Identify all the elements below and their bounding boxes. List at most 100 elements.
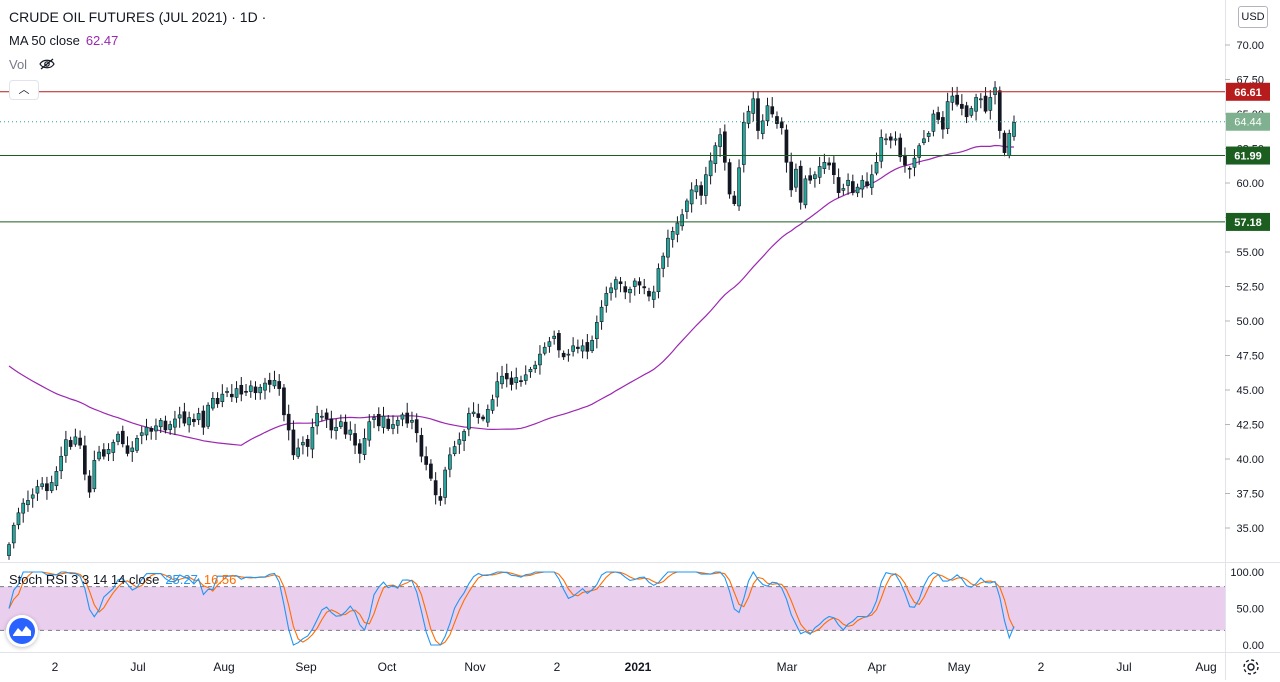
- candle[interactable]: [794, 168, 798, 188]
- symbol-title[interactable]: CRUDE OIL FUTURES (JUL 2021) · 1D ·: [9, 9, 266, 25]
- candle[interactable]: [817, 166, 822, 178]
- candle[interactable]: [310, 426, 315, 450]
- candle[interactable]: [746, 110, 751, 124]
- candle[interactable]: [855, 186, 860, 194]
- candle[interactable]: [59, 455, 63, 472]
- candle[interactable]: [594, 322, 599, 340]
- candle[interactable]: [960, 103, 964, 109]
- candle[interactable]: [101, 449, 106, 457]
- candle[interactable]: [7, 544, 11, 556]
- candle[interactable]: [277, 381, 282, 389]
- candle[interactable]: [647, 290, 651, 297]
- candle[interactable]: [898, 137, 903, 158]
- candle[interactable]: [125, 445, 130, 454]
- candle[interactable]: [490, 399, 495, 411]
- candle[interactable]: [874, 162, 879, 174]
- candle[interactable]: [419, 435, 424, 457]
- candle[interactable]: [552, 335, 557, 339]
- candle[interactable]: [751, 98, 756, 114]
- candle[interactable]: [211, 397, 215, 409]
- level-price-badge[interactable]: [1226, 212, 1270, 231]
- candle[interactable]: [395, 420, 400, 426]
- candle[interactable]: [177, 414, 182, 419]
- candle[interactable]: [92, 460, 97, 490]
- candle[interactable]: [410, 420, 414, 423]
- candle[interactable]: [808, 175, 812, 181]
- stoch-rsi-pane[interactable]: 100.00 50.00 0.00: [0, 567, 1264, 652]
- candle[interactable]: [485, 409, 490, 423]
- candle[interactable]: [708, 160, 713, 177]
- candle[interactable]: [917, 145, 922, 158]
- candle[interactable]: [756, 98, 760, 131]
- candle[interactable]: [585, 342, 590, 352]
- candle[interactable]: [547, 341, 552, 347]
- candle[interactable]: [83, 445, 87, 475]
- candle[interactable]: [974, 97, 978, 112]
- candle[interactable]: [789, 161, 794, 191]
- candle[interactable]: [699, 185, 703, 196]
- candle[interactable]: [168, 424, 173, 430]
- candle[interactable]: [414, 419, 419, 434]
- candle[interactable]: [244, 391, 248, 393]
- candle[interactable]: [988, 97, 993, 111]
- candle[interactable]: [348, 429, 353, 435]
- candle[interactable]: [476, 413, 481, 418]
- horizontal-levels[interactable]: 66.61 61.99 57.18 64.44: [0, 82, 1270, 231]
- candle[interactable]: [604, 293, 609, 306]
- candle[interactable]: [338, 421, 343, 427]
- candle[interactable]: [580, 345, 585, 352]
- candle[interactable]: [334, 426, 338, 432]
- candle[interactable]: [860, 179, 865, 190]
- candle[interactable]: [315, 413, 319, 427]
- candle[interactable]: [192, 418, 196, 423]
- candle[interactable]: [282, 387, 286, 416]
- candle[interactable]: [163, 420, 168, 431]
- candle[interactable]: [827, 162, 831, 166]
- collapse-legend-button[interactable]: ︿: [9, 80, 39, 100]
- candle[interactable]: [599, 306, 604, 322]
- vol-legend[interactable]: Vol: [9, 57, 55, 74]
- candle[interactable]: [206, 404, 210, 427]
- candle[interactable]: [590, 340, 594, 352]
- candle[interactable]: [865, 181, 869, 187]
- candle[interactable]: [637, 281, 642, 286]
- candle[interactable]: [225, 391, 229, 393]
- candle[interactable]: [571, 345, 575, 352]
- candle[interactable]: [97, 451, 101, 460]
- candle[interactable]: [376, 413, 381, 427]
- candle[interactable]: [154, 425, 158, 432]
- candle[interactable]: [661, 255, 666, 269]
- candle[interactable]: [438, 496, 443, 501]
- candle[interactable]: [561, 352, 566, 358]
- candle[interactable]: [675, 222, 680, 235]
- candle[interactable]: [779, 121, 784, 129]
- candle[interactable]: [424, 456, 429, 465]
- candle[interactable]: [666, 237, 670, 258]
- candle[interactable]: [964, 105, 969, 118]
- candle[interactable]: [770, 106, 775, 115]
- candle[interactable]: [926, 133, 931, 137]
- candle[interactable]: [386, 418, 391, 429]
- candle[interactable]: [656, 268, 661, 292]
- candle[interactable]: [997, 90, 1002, 131]
- candle[interactable]: [286, 413, 291, 431]
- candle[interactable]: [139, 432, 144, 436]
- candle[interactable]: [504, 373, 509, 380]
- tradingview-logo-icon[interactable]: [6, 615, 38, 647]
- candle[interactable]: [813, 174, 817, 179]
- candle[interactable]: [722, 131, 727, 163]
- candle[interactable]: [803, 178, 808, 206]
- candle[interactable]: [301, 442, 305, 446]
- candle[interactable]: [239, 384, 244, 395]
- candle[interactable]: [405, 412, 410, 424]
- candle[interactable]: [519, 380, 523, 383]
- gear-icon[interactable]: [1241, 657, 1261, 677]
- candle[interactable]: [775, 116, 779, 124]
- candle[interactable]: [135, 437, 139, 451]
- candle[interactable]: [922, 138, 926, 144]
- candle[interactable]: [850, 181, 855, 193]
- candle[interactable]: [187, 417, 191, 426]
- candle[interactable]: [329, 418, 334, 431]
- candle[interactable]: [291, 429, 296, 456]
- candle[interactable]: [353, 433, 357, 446]
